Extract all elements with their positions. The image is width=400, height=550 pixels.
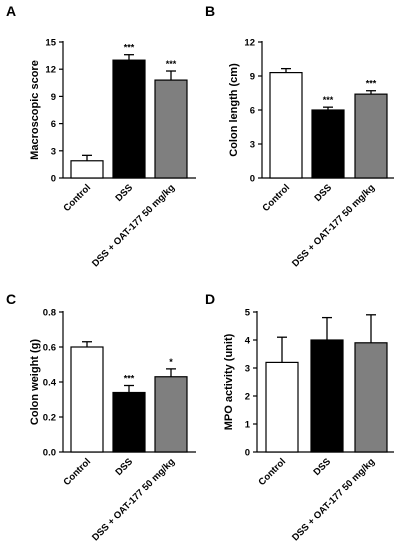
y-tick-label: 9 (51, 92, 56, 103)
panel-letter: D (205, 291, 215, 307)
y-tick-label: 2 (245, 392, 250, 403)
category-label: Control (61, 456, 93, 488)
y-tick-label: 12 (45, 65, 56, 76)
y-tick-label: 0.8 (43, 308, 56, 319)
y-tick-label: 3 (51, 146, 56, 157)
category-label: DSS (114, 456, 136, 478)
y-tick-label: 1 (245, 420, 251, 431)
bar-dss-oat-177-50-mg-kg (354, 93, 388, 179)
bar-dss-oat-177-50-mg-kg (354, 342, 388, 453)
chart-panel-d: D MPO activity (unit) 0 1 2 3 4 5 Control DSSDSS … (205, 291, 394, 543)
category-label: DSS + OAT-177 50 mg/kg (290, 456, 377, 543)
y-tick-label: 0.2 (43, 413, 56, 424)
bar-dss (310, 339, 344, 453)
category-label: DSS (312, 456, 334, 478)
significance-marker: * (169, 357, 173, 367)
category-label: Control (260, 182, 292, 214)
y-tick-label: 9 (250, 72, 255, 83)
chart-panel-a: A Macroscopic score 0 3 6 9 12 15 Control *** DSS *… (6, 3, 196, 269)
category-label: DSS + OAT-177 50 mg/kg (90, 182, 177, 269)
y-tick-label: 3 (245, 364, 250, 375)
y-axis-label: Colon length (cm) (228, 63, 240, 157)
bar-dss-oat-177-50-mg-kg (154, 376, 188, 453)
significance-marker: *** (323, 95, 334, 105)
bar-control (269, 71, 303, 179)
category-label: Control (256, 456, 288, 488)
y-tick-label: 0 (250, 174, 255, 185)
y-tick-label: 15 (45, 38, 56, 49)
category-label: DSS (313, 182, 335, 204)
y-axis-label: MPO activity (unit) (223, 333, 235, 430)
category-label: DSS + OAT-177 50 mg/kg (290, 182, 377, 269)
chart-panel-c: C Colon weight (g) 0.0 0.2 0.4 0.6 0.8 Control *… (6, 291, 196, 543)
bar-control (70, 346, 104, 453)
panel-letter: C (6, 291, 16, 307)
y-tick-label: 4 (245, 336, 251, 347)
y-tick-label: 0.0 (43, 448, 56, 459)
y-axis-label: Macroscopic score (29, 60, 41, 160)
significance-marker: *** (124, 374, 135, 384)
category-label: DSS + OAT-177 50 mg/kg (90, 456, 177, 543)
y-axis-label: Colon weight (g) (29, 339, 41, 425)
significance-marker: *** (366, 79, 377, 89)
y-tick-label: 0 (51, 174, 56, 185)
bar-control (70, 160, 104, 179)
category-label: DSS (114, 182, 136, 204)
significance-marker: *** (124, 43, 135, 53)
y-tick-label: 6 (250, 106, 255, 117)
y-tick-label: 3 (250, 140, 255, 151)
chart-panel-b: B Colon length (cm) 0 3 6 9 12 Control *** DSS ***… (205, 3, 394, 269)
panel-letter: B (205, 3, 215, 19)
y-tick-label: 5 (245, 308, 251, 319)
y-tick-label: 12 (244, 38, 255, 49)
bar-dss-oat-177-50-mg-kg (154, 79, 188, 179)
significance-marker: *** (166, 59, 177, 69)
bar-dss (112, 59, 146, 179)
bar-dss (311, 109, 345, 179)
y-tick-label: 0 (245, 448, 250, 459)
bar-control (265, 361, 299, 453)
y-tick-label: 0.6 (43, 343, 56, 354)
category-label: Control (61, 182, 93, 214)
panel-letter: A (6, 3, 16, 19)
y-tick-label: 6 (51, 119, 56, 130)
y-tick-label: 0.4 (43, 378, 57, 389)
bar-dss (112, 391, 146, 453)
